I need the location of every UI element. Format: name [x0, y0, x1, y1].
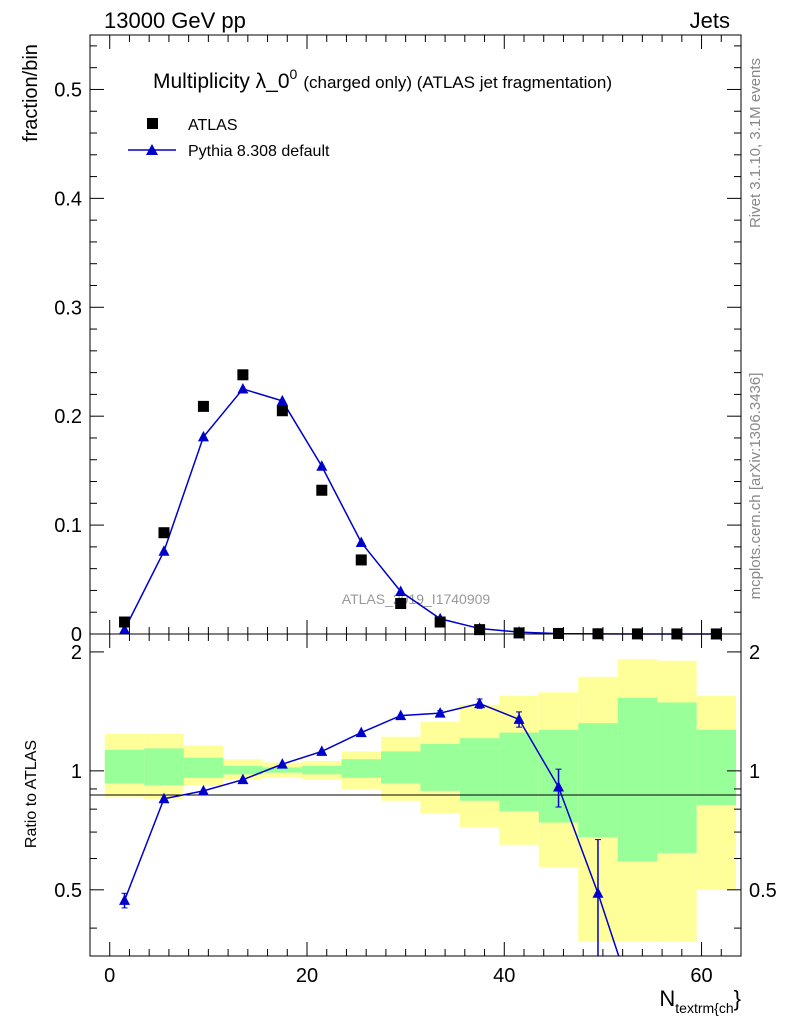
mc-point [158, 545, 170, 556]
ratio-y-tick-label-right: 2 [749, 642, 760, 664]
y-tick-label: 0.4 [54, 188, 82, 210]
y-tick-label: 0.1 [54, 515, 82, 537]
x-tick-label: 20 [296, 965, 318, 987]
ratio-point [237, 773, 249, 785]
data-point [237, 369, 249, 381]
data-point [119, 616, 131, 628]
ratio-point [395, 709, 407, 721]
ratio-y-tick-label-left: 2 [71, 642, 82, 664]
y-tick-label: 0.2 [54, 406, 82, 428]
data-point [553, 627, 565, 639]
legend: ATLAS Pythia 8.308 default [128, 117, 330, 160]
x-tick-label: 0 [104, 965, 115, 987]
legend-data-marker [147, 118, 158, 129]
ratio-marks [119, 697, 620, 957]
mc-point [197, 430, 209, 442]
ratio-point [316, 745, 328, 756]
ratio-y-tick-label-left: 1 [71, 761, 82, 783]
ratio-point [119, 894, 131, 905]
inner-band-bin [459, 738, 500, 801]
inner-band-bin [144, 748, 184, 786]
ratio-y-tick-label-right: 0.5 [749, 880, 777, 902]
data-point [395, 598, 407, 610]
inner-band-bin [302, 765, 342, 775]
y-ticks-ratio: 0.5 0.5 1 1 2 2 [54, 642, 777, 902]
ratio-point [513, 713, 525, 724]
ratio-point [553, 781, 565, 792]
data-point [513, 627, 525, 639]
y-axis-label-top: fraction/bin [20, 44, 42, 142]
x-tick-label: 40 [493, 965, 515, 987]
ratio-line [123, 702, 620, 957]
main-plot: fraction/bin 0 0.1 0.2 0.3 0.4 0.5 Multiplici… [20, 34, 742, 646]
header-right: Jets [690, 8, 730, 33]
inner-band-bin [262, 767, 303, 773]
inner-band-bin [183, 757, 224, 778]
mc-point [237, 382, 249, 394]
y-ticks-top: 0 0.1 0.2 0.3 0.4 0.5 [54, 79, 82, 646]
side-text-mcplots: mcplots.cern.ch [arXiv:1306.3436] [747, 373, 764, 600]
analysis-watermark: ATLAS_2019_I1740909 [342, 591, 491, 607]
ratio-plot: Ratio to ATLAS 0.5 0.5 1 1 2 2 0 20 40 60 Ntextr… [23, 633, 777, 1016]
ratio-point [474, 697, 486, 709]
mc-point [355, 536, 367, 548]
inner-band-bin [499, 732, 539, 812]
legend-mc-label: Pythia 8.308 default [188, 143, 330, 160]
inner-band-bin [657, 702, 697, 853]
inner-band-bin [380, 751, 421, 784]
mc-point [316, 460, 328, 471]
plot-title: Multiplicity λ_00 (charged only) (ATLAS j… [153, 66, 612, 93]
x-axis-label: Ntextrm{ch} [659, 986, 741, 1016]
x-ticks: 0 20 40 60 [104, 965, 713, 987]
data-point [474, 624, 486, 636]
data-point [434, 616, 446, 628]
ratio-frame [89, 633, 742, 957]
inner-band-bin [420, 743, 460, 791]
uncertainty-bands [104, 658, 737, 942]
ratio-point [592, 887, 604, 898]
y-tick-label: 0 [71, 624, 82, 646]
inner-band-bin [696, 729, 737, 805]
ratio-point [276, 758, 288, 769]
header-left: 13000 GeV pp [104, 8, 246, 33]
ratio-y-tick-label-right: 1 [749, 761, 760, 783]
ratio-point [355, 726, 367, 738]
y-tick-label: 0.3 [54, 297, 82, 319]
ratio-point [158, 792, 170, 804]
mc-point [119, 623, 131, 635]
x-tick-label: 60 [690, 965, 712, 987]
ratio-point [434, 707, 446, 718]
data-point [355, 554, 367, 566]
ratio-point [197, 784, 209, 796]
mc-point [395, 585, 407, 597]
data-point [158, 527, 170, 539]
inner-band-bin [223, 765, 263, 775]
legend-data-label: ATLAS [188, 117, 238, 134]
inner-band-bin [617, 697, 658, 862]
inner-band-bin [341, 759, 381, 778]
ratio-y-tick-label-left: 0.5 [54, 880, 82, 902]
mc-point [276, 394, 288, 406]
y-axis-label-ratio: Ratio to ATLAS [23, 740, 40, 848]
data-point [197, 400, 209, 412]
side-text-rivet: Rivet 3.1.10, 3.1M events [747, 58, 764, 228]
legend-mc-marker [146, 144, 158, 155]
data-point [316, 484, 328, 496]
y-tick-label: 0.5 [54, 79, 82, 101]
inner-band-bin [578, 723, 618, 838]
data-point [276, 405, 288, 417]
inner-band-bin [104, 749, 145, 784]
